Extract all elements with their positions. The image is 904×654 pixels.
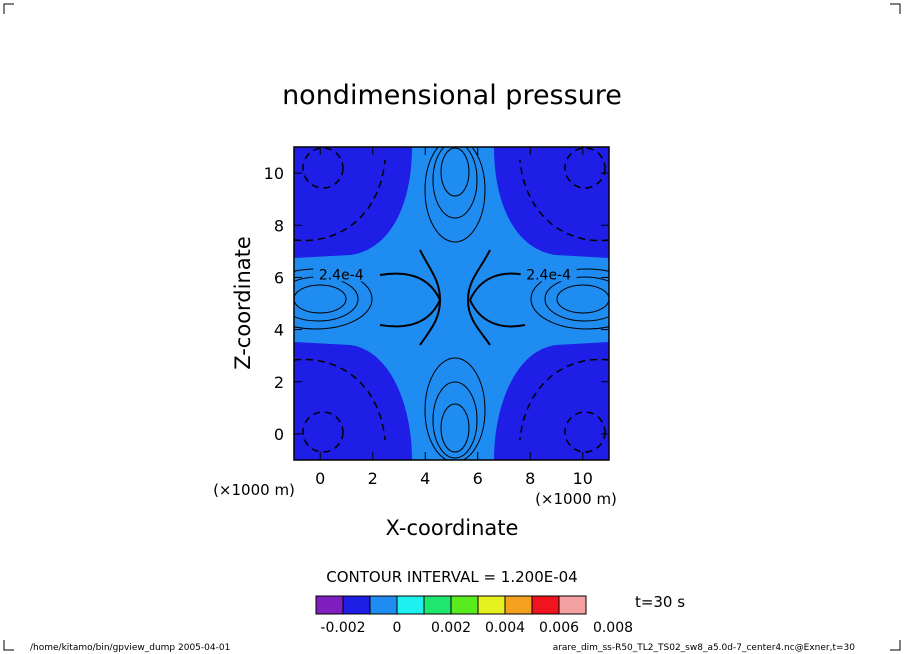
x-tick-label: 2: [368, 469, 378, 488]
footer-right: arare_dim_ss-R50_TL2_TS02_sw8_a5.0d-7_ce…: [553, 643, 856, 653]
y-tick-label: 6: [274, 268, 284, 287]
colorbar-swatch: [531, 595, 560, 615]
contour-label-bg: [520, 266, 577, 282]
contour-label-bg: [313, 266, 370, 282]
colorbar-swatch: [396, 595, 425, 615]
x-tick-label: 0: [315, 469, 325, 488]
plot-area: [294, 147, 609, 460]
corner-marks: [3, 3, 901, 651]
contour-interval-text: CONTOUR INTERVAL = 1.200E-04: [326, 568, 577, 586]
colorbar: -0.002 0 0.002 0.004 0.006 0.008: [315, 595, 633, 636]
contour-label: 2.4e-4: [526, 267, 571, 283]
negative-lobe: [294, 342, 412, 460]
colorbar-swatch: [477, 595, 506, 615]
colorbar-swatch: [450, 595, 479, 615]
colorbar-tick-label: 0.002: [431, 620, 471, 636]
colorbar-swatch: [558, 595, 587, 615]
y-tick-label: 4: [274, 321, 284, 340]
chart-title: nondimensional pressure: [282, 80, 622, 111]
x-axis-label: X-coordinate: [386, 516, 519, 540]
colorbar-tick-label: 0.008: [593, 620, 633, 636]
y-tick-label: 8: [274, 216, 284, 235]
colorbar-tick-label: 0.006: [539, 620, 579, 636]
colorbar-swatch: [423, 595, 452, 615]
z-unit-label: (×1000 m): [535, 490, 617, 508]
x-unit-label: (×1000 m): [213, 481, 295, 499]
x-tick-label: 6: [473, 469, 483, 488]
negative-lobe: [494, 147, 609, 258]
contour-label: 2.4e-4: [319, 267, 364, 283]
colorbar-swatch: [369, 595, 398, 615]
colorbar-tick-label: 0.004: [485, 620, 525, 636]
x-tick-label: 4: [420, 469, 430, 488]
x-tick-label: 8: [525, 469, 535, 488]
y-tick-label: 10: [264, 164, 284, 183]
y-tick-label: 0: [274, 425, 284, 444]
colorbar-swatch: [342, 595, 371, 615]
negative-lobe: [494, 342, 609, 460]
y-axis-label: Z-coordinate: [231, 236, 255, 370]
x-tick-label: 10: [573, 469, 593, 488]
colorbar-swatch: [315, 595, 344, 615]
y-tick-label: 2: [274, 373, 284, 392]
plot-frame: [293, 146, 610, 461]
colorbar-swatch: [504, 595, 533, 615]
time-label: t=30 s: [635, 593, 685, 611]
colorbar-tick-label: 0: [393, 620, 402, 636]
footer-left: /home/kitamo/bin/gpview_dump 2005-04-01: [30, 643, 230, 653]
colorbar-tick-label: -0.002: [320, 620, 365, 636]
